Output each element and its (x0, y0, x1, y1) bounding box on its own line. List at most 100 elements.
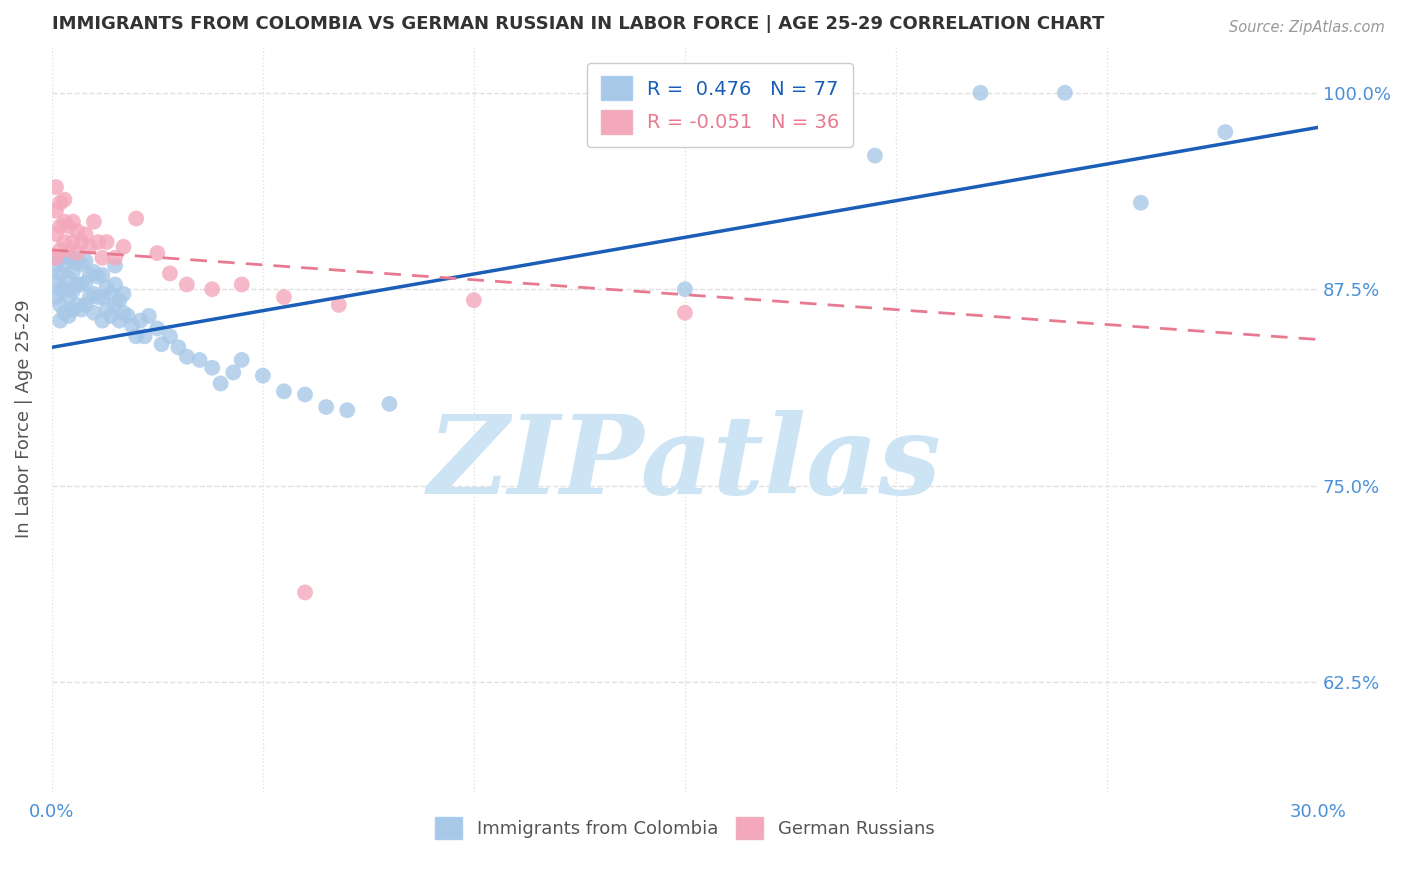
Point (201, 360, 224, 375)
Point (49, 267, 72, 281)
Point (45, 203, 67, 218)
Point (70, 235, 93, 249)
Point (58, 290, 80, 304)
Point (53, 235, 76, 249)
Point (104, 277, 127, 292)
Point (62, 251, 84, 265)
Point (96, 280, 118, 294)
Point (75, 227, 97, 242)
Point (129, 313, 152, 327)
Point (315, 400, 337, 414)
Point (1053, 86, 1076, 100)
Point (104, 259, 127, 273)
Point (273, 290, 295, 304)
Point (58, 309, 80, 323)
Point (231, 277, 253, 292)
Point (336, 403, 359, 417)
Point (49, 282, 72, 296)
Point (1129, 195, 1152, 210)
Point (673, 306, 696, 320)
Text: IMMIGRANTS FROM COLOMBIA VS GERMAN RUSSIAN IN LABOR FORCE | AGE 25-29 CORRELATIO: IMMIGRANTS FROM COLOMBIA VS GERMAN RUSSI… (52, 15, 1104, 33)
Point (62, 284, 84, 298)
Point (75, 276, 97, 290)
Point (146, 321, 169, 335)
Point (62, 265, 84, 279)
Point (969, 86, 991, 100)
Point (117, 309, 139, 323)
Point (87, 269, 110, 284)
Text: Source: ZipAtlas.com: Source: ZipAtlas.com (1229, 20, 1385, 35)
Point (167, 340, 190, 354)
Point (1213, 125, 1236, 139)
Point (134, 329, 156, 343)
Point (159, 329, 181, 343)
Point (58, 271, 80, 285)
Point (45, 180, 67, 194)
Point (100, 286, 122, 301)
Point (201, 282, 224, 296)
Point (108, 313, 131, 327)
Point (150, 337, 173, 351)
Point (91, 251, 114, 265)
Point (112, 286, 135, 301)
Point (188, 352, 211, 367)
Point (863, 148, 886, 162)
Point (49, 219, 72, 234)
Point (70, 277, 93, 292)
Point (125, 211, 148, 226)
Point (176, 277, 198, 292)
Point (294, 387, 316, 401)
Point (87, 290, 110, 304)
Point (108, 293, 131, 308)
Point (79, 268, 101, 282)
Point (53, 193, 76, 207)
Point (159, 267, 181, 281)
Point (58, 251, 80, 265)
Point (91, 290, 114, 304)
Point (378, 397, 401, 411)
Point (79, 240, 101, 254)
Point (49, 313, 72, 327)
Point (45, 290, 67, 304)
Point (209, 376, 232, 391)
Point (66, 224, 89, 238)
Point (125, 329, 148, 343)
Point (66, 246, 89, 260)
Point (62, 302, 84, 317)
Point (66, 255, 89, 269)
Point (83, 214, 105, 228)
Point (87, 235, 110, 249)
Point (138, 309, 160, 323)
Y-axis label: In Labor Force | Age 25-29: In Labor Force | Age 25-29 (15, 300, 32, 538)
Point (49, 251, 72, 265)
Point (673, 282, 696, 296)
Point (91, 313, 114, 327)
Point (53, 214, 76, 228)
Point (96, 302, 118, 317)
Point (146, 246, 169, 260)
Point (222, 366, 245, 380)
Point (70, 257, 93, 271)
Legend: Immigrants from Colombia, German Russians: Immigrants from Colombia, German Russian… (427, 810, 942, 847)
Point (252, 368, 274, 383)
Point (96, 235, 118, 249)
Point (91, 268, 114, 282)
Point (49, 195, 72, 210)
Point (53, 259, 76, 273)
Point (49, 243, 72, 257)
Point (121, 318, 143, 333)
Point (79, 290, 101, 304)
Point (112, 306, 135, 320)
Point (100, 309, 122, 323)
Point (62, 214, 84, 228)
Point (45, 251, 67, 265)
Point (294, 585, 316, 599)
Point (104, 298, 127, 312)
Point (70, 302, 93, 317)
Point (53, 282, 76, 296)
Point (53, 306, 76, 320)
Point (463, 293, 485, 308)
Text: ZIPatlas: ZIPatlas (427, 409, 942, 517)
Point (45, 227, 67, 242)
Point (83, 265, 105, 279)
